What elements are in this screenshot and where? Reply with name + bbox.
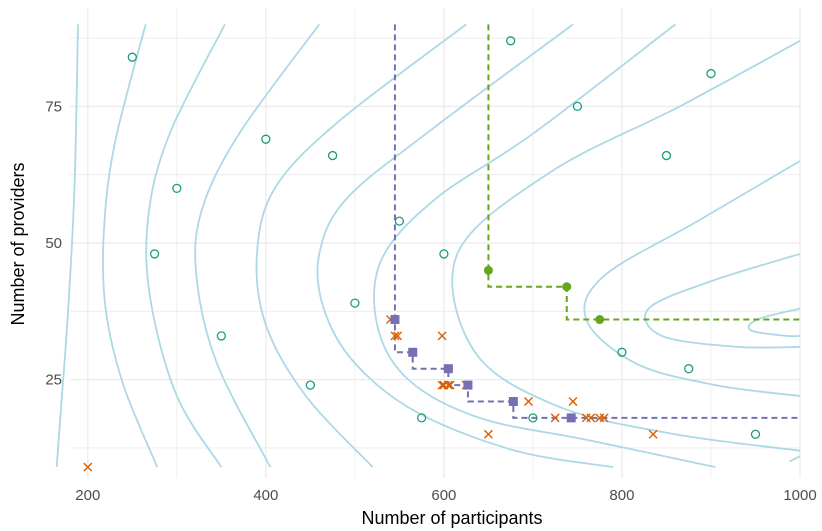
green-step-path (487, 24, 800, 321)
cross-point (483, 429, 493, 439)
x-tick-label: 1000 (783, 487, 816, 504)
cross-point (445, 380, 455, 390)
purple-square-point (566, 413, 576, 423)
y-axis-ticks: 25 50 75 (45, 98, 62, 388)
cross-point (83, 462, 93, 472)
contour-line (583, 160, 801, 397)
contour-line (788, 455, 801, 463)
open-circle-point (261, 134, 271, 144)
contour-line (747, 307, 801, 338)
cross-point (568, 396, 578, 406)
purple-square-point (508, 396, 518, 406)
cross-point (443, 380, 453, 390)
open-circle-point (127, 52, 137, 62)
open-circle-point (572, 101, 583, 112)
purple-square-point (408, 347, 418, 357)
x-axis-ticks: 200 400 600 800 1000 (75, 487, 816, 504)
green-dot-point (483, 265, 493, 275)
open-circle-point (439, 249, 449, 259)
contour-line (255, 23, 467, 468)
cross-point (550, 413, 560, 423)
x-tick-label: 400 (253, 487, 278, 504)
contour-line (55, 24, 79, 468)
open-circle-point (350, 298, 360, 308)
cross-point (648, 429, 658, 439)
x-tick-label: 200 (75, 487, 100, 504)
y-axis-title: Number of providers (8, 162, 28, 325)
contour-line (644, 253, 801, 349)
open-circle-point (528, 413, 538, 423)
x-axis-title: Number of participants (361, 508, 542, 528)
open-circle-point (706, 68, 716, 79)
open-circle-point (327, 150, 338, 161)
step-paths (393, 24, 800, 419)
purple-square-point (390, 315, 400, 325)
grid-minor (70, 8, 800, 478)
green-dot-point (562, 282, 572, 292)
contour-line (451, 40, 801, 452)
grid-major (70, 8, 801, 478)
contour-line (194, 23, 320, 468)
cross-point (523, 396, 533, 406)
open-circle-point (172, 183, 182, 193)
cross-point (586, 413, 596, 423)
x-tick-label: 600 (431, 487, 456, 504)
purple-square-point (463, 380, 473, 390)
open-circle-point (305, 380, 316, 390)
purple-step-path (393, 24, 800, 419)
purple-square-point (443, 364, 453, 374)
contour-lines (55, 23, 801, 468)
open-circle-point (149, 249, 160, 259)
y-tick-label: 75 (45, 98, 62, 115)
open-circle-point (394, 216, 405, 226)
cross-point (437, 331, 447, 341)
y-tick-label: 50 (45, 235, 62, 252)
cross-point (599, 413, 609, 423)
data-points (83, 36, 761, 472)
open-circle-point (661, 150, 672, 161)
contour-line (101, 24, 159, 468)
open-circle-point (617, 347, 627, 357)
cross-point (393, 331, 403, 341)
contour-line (316, 23, 614, 468)
x-tick-label: 800 (609, 487, 634, 504)
green-dot-point (595, 315, 605, 325)
open-circle-point (416, 413, 427, 423)
contour-line (145, 23, 226, 468)
y-tick-label: 25 (45, 372, 62, 389)
open-circle-point (216, 331, 226, 341)
open-circle-point (684, 364, 694, 374)
cross-point (390, 331, 400, 341)
contour-line (373, 23, 716, 468)
open-circle-point (750, 429, 761, 439)
open-circle-point (506, 36, 516, 46)
